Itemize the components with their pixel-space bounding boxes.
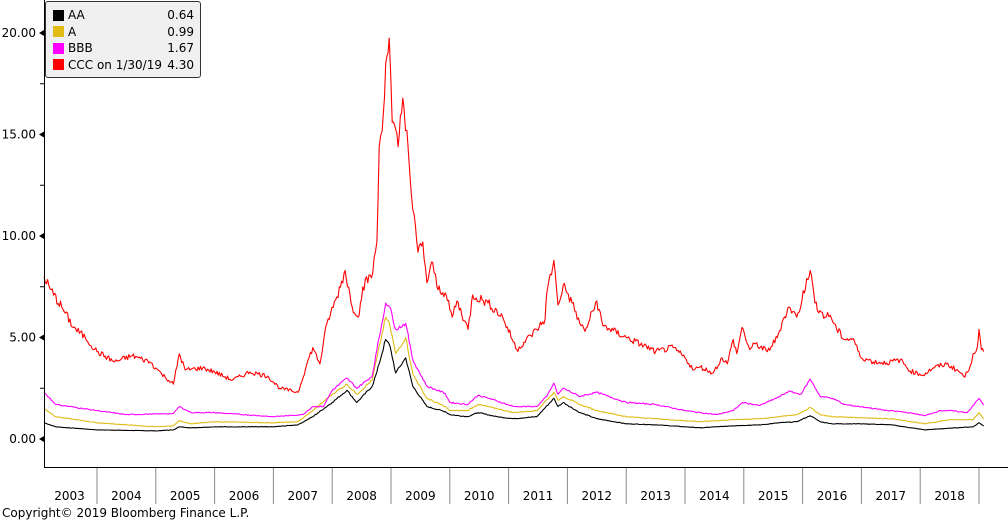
y-tick-label: 15.00 [2, 128, 36, 142]
x-tick-label: 2008 [346, 489, 377, 503]
y-tick-label: 0.00 [9, 432, 36, 446]
legend-label: CCC on 1/30/19 [68, 57, 162, 72]
series-line-ccc [43, 37, 985, 393]
series-line-aa [43, 338, 985, 432]
y-tick-mark [39, 334, 44, 341]
y-tick-label: 10.00 [2, 229, 36, 243]
x-tick-label: 2018 [934, 489, 965, 503]
legend-swatch-a [53, 26, 64, 38]
x-tick-label: 2003 [54, 489, 85, 503]
series-layer [43, 37, 985, 432]
x-tick-label: 2014 [699, 489, 730, 503]
legend-value: 0.99 [167, 24, 194, 39]
x-tick-label: 2006 [229, 489, 260, 503]
legend-label: AA [68, 8, 85, 23]
y-tick-mark [39, 131, 44, 138]
series-line-bbb [43, 302, 985, 418]
legend-label: BBB [68, 41, 93, 56]
copyright-notice: Copyright© 2019 Bloomberg Finance L.P. [2, 506, 250, 520]
x-tick-label: 2013 [640, 489, 671, 503]
legend-value: 1.67 [167, 41, 194, 56]
x-tick-label: 2004 [111, 489, 142, 503]
legend-item-aa: AA 0.64 [53, 7, 194, 24]
series-line-a [43, 316, 985, 428]
legend: AA 0.64 A 0.99 BBB 1.67 CCC on 1/30/19 4… [45, 1, 201, 78]
legend-item-a: A 0.99 [53, 24, 194, 41]
x-tick-label: 2011 [523, 489, 554, 503]
legend-value: 4.30 [167, 57, 194, 72]
y-tick-label: 5.00 [9, 331, 36, 345]
x-ticks: 2003 2004 2005 2006 2007 2008 2009 2010 2011 2012… [54, 468, 980, 504]
legend-item-ccc: CCC on 1/30/19 4.30 [53, 57, 194, 74]
legend-swatch-aa [53, 9, 64, 21]
legend-swatch-ccc [53, 59, 64, 71]
x-tick-label: 2012 [582, 489, 613, 503]
y-ticks: 0.00 5.00 10.00 15.00 20.00 [2, 26, 44, 446]
x-tick-label: 2015 [758, 489, 789, 503]
x-tick-label: 2010 [464, 489, 495, 503]
y-tick-mark [39, 436, 44, 442]
y-tick-mark [39, 233, 44, 239]
legend-label: A [68, 24, 77, 39]
x-tick-label: 2016 [817, 489, 848, 503]
x-tick-label: 2009 [405, 489, 436, 503]
legend-swatch-bbb [53, 42, 64, 54]
x-tick-label: 2007 [288, 489, 319, 503]
x-tick-label: 2005 [170, 489, 201, 503]
y-tick-label: 20.00 [2, 26, 36, 40]
y-tick-mark [39, 30, 44, 36]
legend-value: 0.64 [167, 8, 194, 23]
legend-item-bbb: BBB 1.67 [53, 40, 194, 57]
x-tick-label: 2017 [876, 489, 907, 503]
